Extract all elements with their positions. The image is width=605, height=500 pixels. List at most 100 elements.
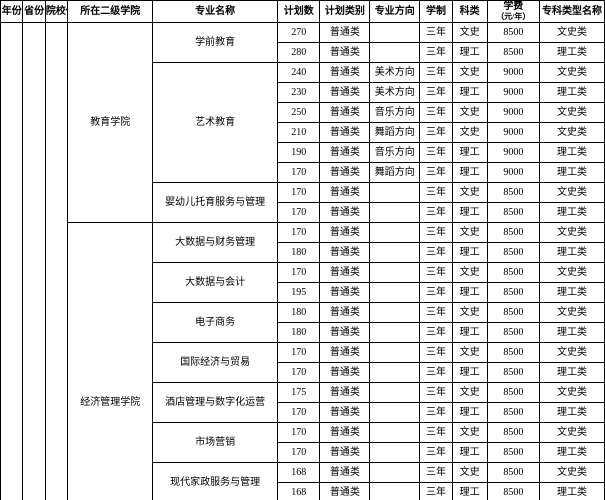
cell-dir — [370, 422, 420, 442]
cell-fee: 8500 — [487, 22, 539, 42]
cell-dir: 舞蹈方向 — [370, 122, 420, 142]
cell-plan: 175 — [278, 382, 320, 402]
cell-ptype: 普通类 — [320, 402, 370, 422]
cell-stype: 理工类 — [540, 322, 605, 342]
cell-cat: 理工 — [452, 202, 487, 222]
cell-cat: 理工 — [452, 322, 487, 342]
cell-ptype: 普通类 — [320, 42, 370, 62]
cell-stype: 理工类 — [540, 362, 605, 382]
cell-plan: 180 — [278, 242, 320, 262]
cell-plan: 195 — [278, 282, 320, 302]
cell-stype: 文史类 — [540, 462, 605, 482]
cell-fee: 8500 — [487, 482, 539, 500]
cell-stype: 文史类 — [540, 22, 605, 42]
cell-cat: 理工 — [452, 402, 487, 422]
cell-fee: 8500 — [487, 382, 539, 402]
col-cat: 科类 — [452, 1, 487, 23]
cell-stype: 文史类 — [540, 222, 605, 242]
cell-sys: 三年 — [420, 122, 452, 142]
cell-plan: 270 — [278, 22, 320, 42]
cell-fee: 8500 — [487, 462, 539, 482]
cell-sys: 三年 — [420, 282, 452, 302]
cell-ptype: 普通类 — [320, 262, 370, 282]
cell-plan: 180 — [278, 302, 320, 322]
cell-dir — [370, 282, 420, 302]
cell-dir: 音乐方向 — [370, 142, 420, 162]
cell-plan: 250 — [278, 102, 320, 122]
cell-fee: 9000 — [487, 82, 539, 102]
cell-ptype: 普通类 — [320, 282, 370, 302]
cell-ptype: 普通类 — [320, 382, 370, 402]
cell-stype: 文史类 — [540, 62, 605, 82]
cell-dir: 舞蹈方向 — [370, 162, 420, 182]
cell-stype: 文史类 — [540, 342, 605, 362]
col-major: 专业名称 — [153, 1, 278, 23]
cell-cat: 理工 — [452, 42, 487, 62]
col-dept: 所在二级学院 — [68, 1, 153, 23]
cell-cat: 理工 — [452, 282, 487, 302]
cell-stype: 理工类 — [540, 82, 605, 102]
cell-ptype: 普通类 — [320, 222, 370, 242]
cell-dir — [370, 382, 420, 402]
cell-fee: 9000 — [487, 162, 539, 182]
cell-plan: 170 — [278, 422, 320, 442]
cell-plan: 170 — [278, 222, 320, 242]
cell-dir — [370, 362, 420, 382]
cell-cat: 文史 — [452, 422, 487, 442]
cell-major: 大数据与财务管理 — [153, 222, 278, 262]
cell-sys: 三年 — [420, 102, 452, 122]
cell-ptype: 普通类 — [320, 362, 370, 382]
cell-sys: 三年 — [420, 462, 452, 482]
cell-sys: 三年 — [420, 382, 452, 402]
cell-ptype: 普通类 — [320, 242, 370, 262]
cell-sys: 三年 — [420, 242, 452, 262]
cell-dir — [370, 222, 420, 242]
cell-stype: 理工类 — [540, 202, 605, 222]
cell-cat: 文史 — [452, 462, 487, 482]
cell-sys: 三年 — [420, 362, 452, 382]
cell-major: 学前教育 — [153, 22, 278, 62]
cell-plan: 280 — [278, 42, 320, 62]
cell-plan: 170 — [278, 402, 320, 422]
cell-cat: 文史 — [452, 382, 487, 402]
cell-stype: 理工类 — [540, 142, 605, 162]
cell-cat: 理工 — [452, 362, 487, 382]
cell-sys: 三年 — [420, 142, 452, 162]
cell-plan: 170 — [278, 262, 320, 282]
table-row: 经济管理学院大数据与财务管理170普通类三年文史8500文史类 — [1, 222, 605, 242]
cell-sys: 三年 — [420, 262, 452, 282]
table-row: 教育学院学前教育270普通类三年文史8500文史类 — [1, 22, 605, 42]
enrollment-plan-table: 年份 省份 院校代码 所在二级学院 专业名称 计划数 计划类别 专业方向 学制 … — [0, 0, 605, 500]
cell-fee: 8500 — [487, 442, 539, 462]
cell-major: 国际经济与贸易 — [153, 342, 278, 382]
cell-ptype: 普通类 — [320, 182, 370, 202]
cell-sys: 三年 — [420, 402, 452, 422]
cell-cat: 文史 — [452, 22, 487, 42]
col-dir: 专业方向 — [370, 1, 420, 23]
cell-plan: 170 — [278, 342, 320, 362]
cell-sys: 三年 — [420, 42, 452, 62]
cell-plan: 170 — [278, 442, 320, 462]
cell-cat: 理工 — [452, 142, 487, 162]
cell-stype: 理工类 — [540, 42, 605, 62]
cell-plan: 190 — [278, 142, 320, 162]
cell-fee: 8500 — [487, 242, 539, 262]
cell-cat: 文史 — [452, 62, 487, 82]
cell-fee: 9000 — [487, 122, 539, 142]
cell-cat: 文史 — [452, 182, 487, 202]
cell-fee: 9000 — [487, 62, 539, 82]
cell-fee: 9000 — [487, 102, 539, 122]
cell-stype: 理工类 — [540, 282, 605, 302]
cell-stype: 理工类 — [540, 242, 605, 262]
cell-cat: 文史 — [452, 262, 487, 282]
cell-sys: 三年 — [420, 322, 452, 342]
cell-cat: 文史 — [452, 102, 487, 122]
cell-dir — [370, 242, 420, 262]
cell-plan: 168 — [278, 482, 320, 500]
cell-stype: 文史类 — [540, 182, 605, 202]
cell-dir — [370, 402, 420, 422]
cell-fee: 8500 — [487, 182, 539, 202]
cell-dir — [370, 442, 420, 462]
cell-fee: 8500 — [487, 282, 539, 302]
col-year: 年份 — [1, 1, 23, 23]
